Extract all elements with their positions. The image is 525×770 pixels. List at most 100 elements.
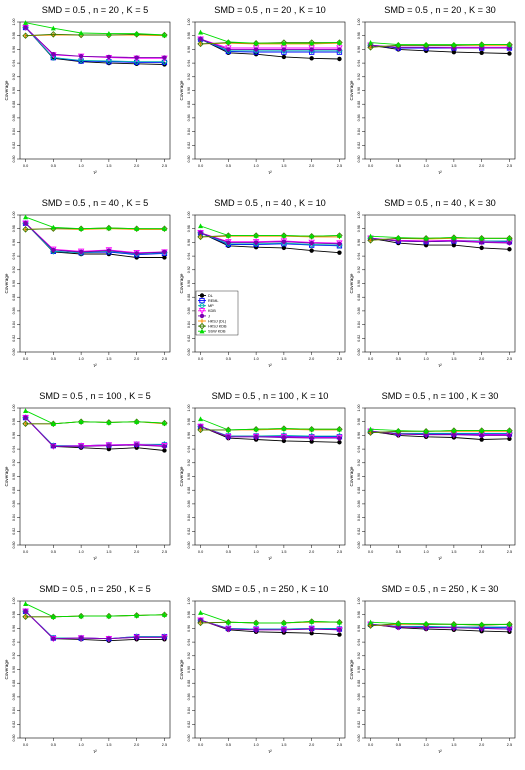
y-tick-label: 0.94 — [12, 253, 16, 260]
point-mp — [105, 57, 113, 65]
point-j — [23, 221, 28, 226]
y-tick-label: 0.82 — [187, 721, 191, 728]
point-ssw-kdb — [78, 30, 84, 36]
x-tick-label: 1.5 — [451, 550, 456, 554]
point-dl — [281, 54, 287, 60]
y-tick-label: 0.92 — [187, 652, 191, 659]
point-hksj-kdb — [280, 425, 288, 432]
point-dl — [337, 632, 342, 637]
y-tick-label: 0.94 — [12, 639, 16, 646]
point-ssw-kdb — [336, 39, 342, 45]
panel-title: SMD = 0.5 , n = 100 , K = 5 — [39, 391, 151, 401]
point-hksj-kdb — [252, 232, 260, 239]
plot-frame — [19, 407, 171, 546]
x-tick-label: 0.0 — [198, 357, 203, 361]
point-ssw-kdb — [281, 425, 287, 431]
y-axis-label: Coverage — [349, 273, 354, 293]
x-tick-label: 1.0 — [423, 164, 428, 168]
y-tick-label: 0.92 — [357, 266, 361, 273]
series-line-reml — [200, 38, 340, 53]
point-hksj-kdb — [506, 427, 513, 434]
y-tick-label: 1.00 — [187, 19, 191, 26]
x-tick-label: 1.0 — [253, 550, 258, 554]
y-tick-label: 0.86 — [357, 500, 361, 507]
panel-title: SMD = 0.5 , n = 40 , K = 5 — [42, 198, 148, 208]
point-ssw-kdb — [506, 621, 512, 627]
legend-marker — [199, 318, 205, 324]
legend-label: REML — [208, 299, 219, 303]
x-tick-label: 1.5 — [451, 743, 456, 747]
point-ssw-kdb — [134, 226, 140, 231]
y-tick-label: 0.98 — [12, 32, 16, 39]
y-tick-label: 0.94 — [357, 60, 361, 67]
series-line-ssw-kdb — [200, 612, 340, 624]
y-tick-label: 0.84 — [12, 707, 16, 714]
y-tick-label: 0.84 — [187, 128, 191, 135]
point-j — [134, 442, 139, 448]
series-line-j — [200, 619, 340, 631]
point-dl — [337, 440, 342, 445]
y-tick-label: 0.92 — [187, 73, 191, 80]
point-hksj-kdb — [161, 225, 168, 232]
series-line-j — [25, 610, 165, 640]
point-j — [78, 249, 84, 255]
x-tick-label: 1.5 — [451, 357, 456, 361]
point-dl — [507, 436, 512, 442]
panel-title: SMD = 0.5 , n = 250 , K = 10 — [212, 584, 329, 594]
point-ssw-kdb — [50, 25, 56, 31]
series-line-kdb — [200, 38, 340, 49]
y-tick-label: 0.84 — [187, 321, 191, 328]
point-j — [253, 434, 259, 439]
panel-2: SMD = 0.5 , n = 20 , K = 10 0.80 0.82 0.84 0… — [179, 5, 346, 176]
y-tick-label: 0.92 — [12, 459, 16, 466]
y-tick-label: 0.80 — [12, 735, 16, 742]
point-j — [198, 424, 203, 429]
x-tick-label: 2.5 — [337, 743, 342, 747]
series-line-kdb — [200, 232, 340, 244]
point-j — [337, 47, 342, 52]
y-tick-label: 0.80 — [187, 156, 191, 163]
y-tick-label: 0.92 — [357, 73, 361, 80]
point-hksj-kdb — [280, 232, 288, 239]
point-j — [51, 636, 56, 641]
y-tick-label: 0.88 — [357, 680, 361, 687]
point-ssw-kdb — [281, 232, 287, 238]
y-tick-label: 0.82 — [12, 335, 16, 342]
y-tick-label: 0.84 — [12, 514, 16, 521]
x-axis-label: τ² — [93, 170, 97, 176]
y-tick-label: 0.84 — [357, 321, 361, 328]
y-tick-label: 0.98 — [12, 225, 16, 232]
point-j — [309, 47, 314, 52]
y-tick-label: 1.00 — [12, 19, 16, 26]
legend-label: DL — [208, 294, 213, 298]
y-tick-label: 0.90 — [12, 666, 16, 673]
y-tick-label: 0.94 — [187, 446, 191, 453]
point-hksj-kdb — [478, 41, 485, 48]
panel-8: SMD = 0.5 , n = 100 , K = 10 0.80 0.82 0.84… — [179, 391, 346, 562]
x-tick-label: 0.0 — [23, 743, 28, 747]
x-tick-label: 1.0 — [253, 357, 258, 361]
y-tick-label: 1.00 — [12, 405, 16, 412]
x-tick-label: 1.5 — [281, 550, 286, 554]
y-tick-label: 0.88 — [357, 487, 361, 494]
point-hksj-kdb — [367, 622, 374, 629]
series-line-j — [200, 426, 340, 439]
x-tick-label: 0.5 — [51, 743, 56, 747]
series-line-j — [25, 222, 165, 254]
x-axis-label: τ² — [438, 749, 442, 755]
point-j — [253, 240, 259, 245]
x-tick-label: 2.0 — [309, 164, 314, 168]
y-tick-label: 0.88 — [187, 101, 191, 108]
point-ssw-kdb — [395, 235, 401, 240]
point-hksj-kdb — [336, 618, 343, 626]
panel-title: SMD = 0.5 , n = 250 , K = 5 — [39, 584, 151, 594]
y-tick-label: 0.94 — [357, 253, 361, 260]
y-tick-label: 0.94 — [357, 639, 361, 646]
y-tick-label: 0.90 — [357, 87, 361, 94]
y-tick-label: 0.84 — [357, 514, 361, 521]
y-tick-label: 0.82 — [187, 335, 191, 342]
x-axis-label: τ² — [93, 556, 97, 562]
series-line-mp — [370, 430, 510, 434]
point-hksj-kdb — [367, 44, 374, 51]
y-tick-label: 0.86 — [187, 307, 191, 314]
